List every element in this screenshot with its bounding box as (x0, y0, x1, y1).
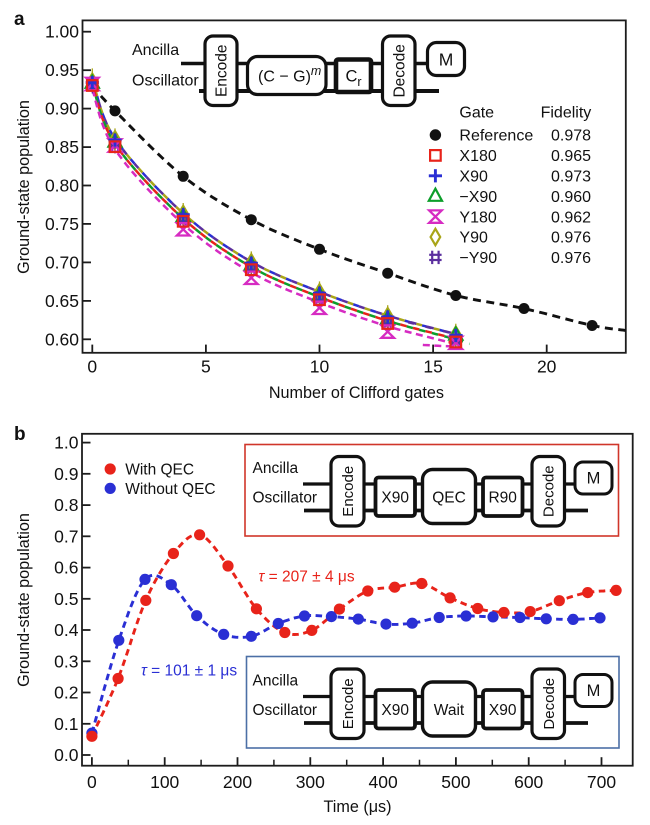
svg-text:0.85: 0.85 (45, 137, 79, 157)
svg-text:Oscillator: Oscillator (253, 702, 318, 719)
svg-text:Encode: Encode (340, 678, 357, 729)
svg-text:X90: X90 (381, 489, 409, 506)
svg-text:M: M (587, 470, 601, 488)
svg-text:0.65: 0.65 (45, 291, 79, 311)
svg-text:Oscillator: Oscillator (253, 490, 318, 507)
svg-text:Decode: Decode (541, 465, 558, 517)
svg-text:300: 300 (296, 772, 325, 792)
svg-text:Without QEC: Without QEC (125, 481, 215, 498)
svg-text:τ = 101 ± 1 μs: τ = 101 ± 1 μs (141, 663, 237, 680)
svg-text:0.3: 0.3 (54, 651, 78, 671)
svg-text:0.6: 0.6 (54, 558, 78, 578)
svg-text:700: 700 (587, 772, 616, 792)
svg-text:10: 10 (310, 356, 330, 376)
svg-text:Time (μs): Time (μs) (323, 798, 391, 816)
svg-text:0.976: 0.976 (551, 230, 591, 247)
svg-text:0.965: 0.965 (551, 148, 591, 165)
svg-text:0.9: 0.9 (54, 464, 78, 484)
svg-text:M: M (439, 50, 454, 70)
svg-text:0.90: 0.90 (45, 99, 79, 119)
svg-text:500: 500 (441, 772, 470, 792)
svg-text:0.0: 0.0 (54, 745, 79, 765)
svg-text:0.80: 0.80 (45, 176, 79, 196)
svg-text:τ = 207 ± 4 μs: τ = 207 ± 4 μs (259, 569, 355, 586)
svg-text:0.1: 0.1 (54, 714, 78, 734)
svg-text:0.75: 0.75 (45, 214, 79, 234)
svg-text:Ground-state population: Ground-state population (15, 100, 33, 274)
svg-text:20: 20 (537, 356, 557, 376)
svg-text:0.95: 0.95 (45, 60, 79, 80)
svg-text:Fidelity: Fidelity (541, 105, 592, 122)
svg-text:Ancilla: Ancilla (253, 460, 299, 477)
svg-text:0.978: 0.978 (551, 128, 591, 145)
svg-text:Ancilla: Ancilla (253, 673, 299, 690)
svg-text:0: 0 (87, 356, 97, 376)
svg-text:−Y90: −Y90 (459, 250, 497, 267)
svg-text:Gate: Gate (459, 105, 494, 122)
svg-text:Encode: Encode (214, 44, 231, 97)
svg-text:Decode: Decode (541, 678, 558, 730)
svg-text:X90: X90 (459, 169, 488, 186)
svg-text:400: 400 (368, 772, 397, 792)
svg-text:Oscillator: Oscillator (132, 73, 199, 90)
svg-text:600: 600 (514, 772, 543, 792)
svg-text:Y90: Y90 (459, 230, 488, 247)
svg-text:0.960: 0.960 (551, 189, 591, 206)
svg-text:X90: X90 (381, 702, 409, 719)
svg-text:R90: R90 (488, 489, 517, 506)
svg-text:b: b (14, 424, 26, 445)
svg-text:0.976: 0.976 (551, 250, 591, 267)
svg-text:1.0: 1.0 (54, 433, 79, 453)
svg-text:1.00: 1.00 (45, 22, 79, 42)
svg-text:0.7: 0.7 (54, 526, 78, 546)
svg-text:5: 5 (201, 356, 211, 376)
svg-text:With QEC: With QEC (125, 462, 194, 479)
svg-text:Reference: Reference (459, 128, 533, 145)
svg-text:Y180: Y180 (459, 209, 496, 226)
svg-text:200: 200 (223, 772, 252, 792)
svg-text:0: 0 (87, 772, 97, 792)
svg-text:a: a (14, 9, 25, 30)
svg-text:Encode: Encode (340, 466, 357, 517)
svg-text:X180: X180 (459, 148, 496, 165)
svg-text:QEC: QEC (432, 489, 466, 506)
svg-text:Wait: Wait (434, 702, 465, 719)
svg-text:Ancilla: Ancilla (132, 42, 179, 59)
svg-text:0.4: 0.4 (54, 620, 79, 640)
svg-text:0.8: 0.8 (54, 495, 78, 515)
svg-text:0.5: 0.5 (54, 589, 78, 609)
svg-text:15: 15 (423, 356, 442, 376)
svg-text:Decode: Decode (391, 44, 408, 97)
svg-text:0.60: 0.60 (45, 329, 79, 349)
svg-text:0.70: 0.70 (45, 252, 79, 272)
svg-text:100: 100 (150, 772, 179, 792)
svg-text:0.973: 0.973 (551, 169, 591, 186)
svg-text:Ground-state population: Ground-state population (15, 513, 33, 687)
svg-text:Number of Clifford gates: Number of Clifford gates (269, 384, 444, 402)
svg-text:−X90: −X90 (459, 189, 497, 206)
svg-text:0.962: 0.962 (551, 209, 591, 226)
svg-text:X90: X90 (489, 702, 517, 719)
svg-text:(C − G)m: (C − G)m (258, 64, 321, 86)
svg-text:M: M (587, 682, 601, 700)
svg-text:0.2: 0.2 (54, 683, 78, 703)
